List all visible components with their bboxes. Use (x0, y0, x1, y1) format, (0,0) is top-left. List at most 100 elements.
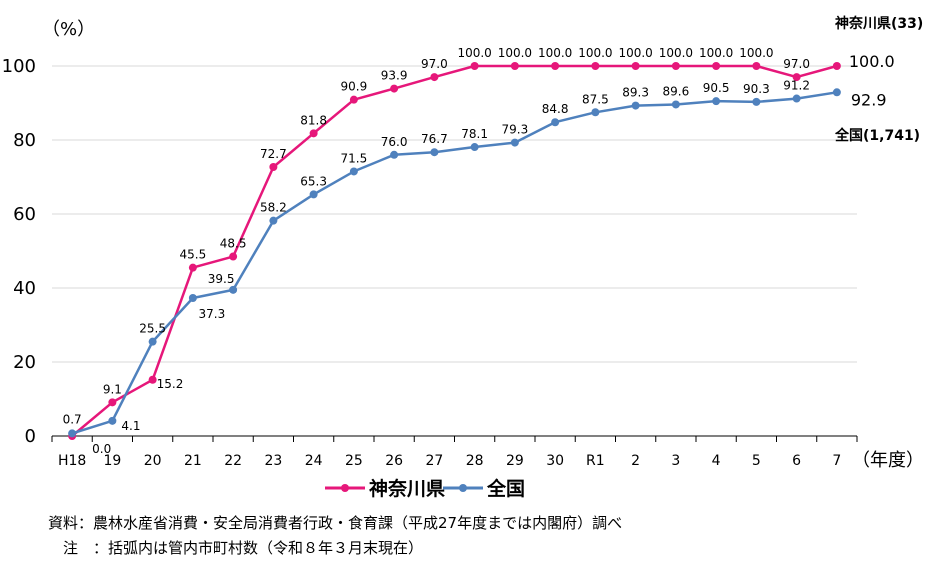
data-label-national: 58.2 (260, 201, 287, 215)
x-tick-label: 2 (631, 453, 640, 469)
data-point-kanagawa (551, 62, 560, 70)
data-label-kanagawa: 100.0 (849, 52, 895, 71)
x-tick-label: 25 (345, 453, 363, 469)
data-label-national: 4.1 (121, 419, 140, 433)
data-label-national: 84.8 (542, 102, 569, 116)
data-point-kanagawa (148, 375, 157, 384)
data-point-kanagawa (269, 163, 278, 172)
data-label-kanagawa: 100.0 (659, 46, 693, 60)
legend-label-national: 全国 (486, 477, 525, 500)
x-tick-label: 19 (103, 453, 121, 469)
data-point-national (631, 101, 640, 110)
data-label-national: 37.3 (199, 307, 226, 321)
y-tick-label: 100 (2, 56, 36, 77)
x-tick-label: 5 (752, 453, 761, 469)
data-point-national (510, 138, 519, 147)
data-point-kanagawa (510, 62, 519, 70)
data-point-kanagawa (229, 252, 238, 261)
data-label-kanagawa: 81.8 (300, 113, 327, 127)
y-tick-labels: 0 20 40 60 80 100 (2, 56, 36, 447)
data-point-national (269, 216, 278, 225)
data-label-kanagawa: 72.7 (260, 147, 287, 161)
data-point-kanagawa (108, 398, 117, 407)
data-label-national: 89.3 (622, 86, 649, 100)
data-label-national: 39.5 (208, 272, 235, 286)
data-label-kanagawa: 45.5 (180, 248, 207, 262)
x-tick-label: 24 (305, 453, 323, 469)
x-tick-label: 29 (506, 453, 524, 469)
data-point-national (712, 97, 721, 106)
data-label-kanagawa: 100.0 (538, 46, 572, 60)
x-tick-label: 7 (832, 453, 841, 469)
legend-marker-kanagawa (341, 484, 349, 492)
data-label-national: 91.2 (783, 79, 810, 93)
data-point-kanagawa (792, 73, 801, 82)
x-tick-label: 4 (712, 453, 721, 469)
data-point-kanagawa (752, 62, 761, 70)
data-label-kanagawa: 15.2 (157, 377, 184, 391)
x-tick-label: 23 (264, 453, 282, 469)
series-national (68, 88, 841, 438)
data-point-national (470, 143, 479, 152)
x-tick-labels: H18 19 20 21 22 23 24 25 26 27 28 29 30 R1 2 3 4 5 6 7 (58, 453, 841, 469)
data-label-kanagawa: 100.0 (498, 46, 532, 60)
data-point-national (349, 167, 358, 176)
legend-label-kanagawa: 神奈川県 (369, 477, 445, 500)
data-label-national: 79.3 (502, 123, 529, 137)
kanagawa-end-annotation: 神奈川県(33) (835, 15, 923, 32)
data-point-kanagawa (430, 73, 439, 82)
data-point-kanagawa (188, 263, 197, 272)
data-label-kanagawa: 0.0 (92, 442, 111, 456)
x-tick-label: 3 (671, 453, 680, 469)
y-tick-label: 60 (13, 204, 36, 225)
data-point-national (792, 94, 801, 103)
data-label-national: 76.7 (421, 132, 448, 146)
data-label-national: 90.5 (703, 81, 730, 95)
data-label-kanagawa: 90.9 (341, 80, 368, 94)
data-point-kanagawa (591, 62, 600, 70)
data-label-kanagawa: 93.9 (381, 69, 408, 83)
y-tick-label: 0 (25, 426, 36, 447)
data-point-national (671, 100, 680, 109)
y-tick-label: 20 (13, 352, 36, 373)
legend-item-national: 全国 (443, 477, 525, 500)
data-point-national (229, 285, 238, 294)
gridlines (52, 65, 857, 363)
data-label-kanagawa: 9.1 (103, 382, 122, 396)
data-labels: 0.0 9.1 15.2 45.5 48.5 72.7 81.8 90.9 93.9 97.0 10… (63, 46, 895, 456)
x-tick-label: R1 (586, 453, 605, 469)
y-unit-label: （%） (42, 19, 95, 40)
data-point-kanagawa (470, 62, 479, 70)
data-point-national (832, 88, 841, 97)
legend-marker-national (459, 484, 467, 492)
data-label-national: 90.3 (743, 82, 770, 96)
data-label-national: 25.5 (139, 322, 166, 336)
data-label-national: 78.1 (461, 127, 488, 141)
data-point-kanagawa (631, 62, 640, 70)
x-tick-label: 20 (144, 453, 162, 469)
x-tick-label: 28 (466, 453, 484, 469)
data-label-kanagawa: 100.0 (457, 46, 491, 60)
national-end-annotation: 全国(1,741) (834, 127, 920, 144)
data-point-national (148, 337, 157, 346)
data-label-kanagawa: 100.0 (618, 46, 652, 60)
data-point-national (309, 190, 318, 199)
data-point-kanagawa (832, 62, 841, 70)
legend: 神奈川県 全国 (325, 477, 525, 500)
series-line-national (71, 91, 838, 435)
data-label-kanagawa: 100.0 (578, 46, 612, 60)
data-label-national: 65.3 (300, 174, 327, 188)
x-tick-label: 6 (792, 453, 801, 469)
source-note: 資料：農林水産省消費・安全局消費者行政・食育課（平成27年度までは内閣府）調べ (48, 514, 622, 532)
x-tick-label: 22 (224, 453, 242, 469)
data-label-national: 76.0 (381, 135, 408, 149)
y-tick-label: 40 (13, 278, 36, 299)
x-tick-label: 27 (425, 453, 443, 469)
x-axis (51, 435, 858, 442)
data-point-kanagawa (390, 84, 399, 93)
data-point-national (188, 293, 197, 302)
data-label-kanagawa: 97.0 (783, 57, 810, 71)
data-label-kanagawa: 48.5 (220, 237, 247, 251)
data-point-national (591, 108, 600, 117)
data-point-kanagawa (671, 62, 680, 70)
